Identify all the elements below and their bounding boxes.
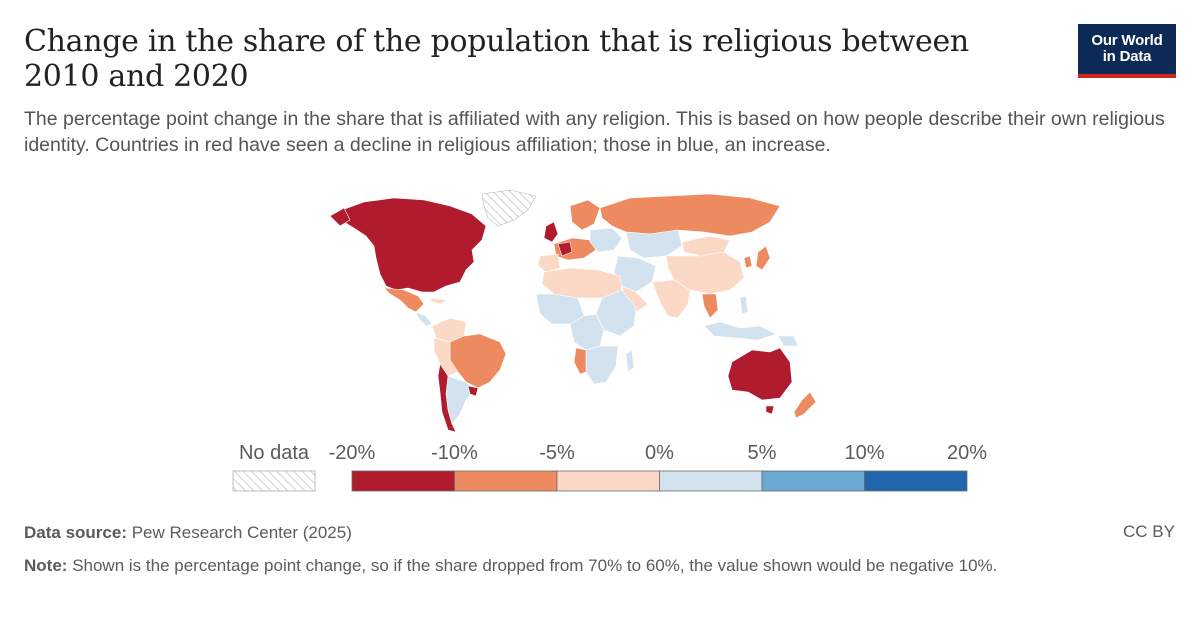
chart-subtitle: The percentage point change in the share… xyxy=(24,108,1165,156)
legend-tick-label: -10% xyxy=(431,442,478,464)
legend-bin[interactable] xyxy=(454,470,558,492)
region-france[interactable] xyxy=(557,241,573,257)
region-southern-africa[interactable] xyxy=(585,345,619,385)
legend-tick-label: 0% xyxy=(645,442,674,464)
region-new-zealand[interactable] xyxy=(793,391,817,419)
region-southeast-asia[interactable] xyxy=(701,293,719,319)
region-central-africa[interactable] xyxy=(569,313,605,351)
region-eastern-europe[interactable] xyxy=(589,227,623,253)
region-peru-bolivia[interactable] xyxy=(433,337,459,377)
region-iberia[interactable] xyxy=(537,253,561,273)
legend-bin[interactable] xyxy=(761,470,865,492)
data-source: Data source: Pew Research Center (2025) xyxy=(24,522,352,544)
chart-note: Note: Shown is the percentage point chan… xyxy=(24,555,1174,577)
region-madagascar[interactable] xyxy=(625,349,635,373)
region-mexico[interactable] xyxy=(383,287,425,313)
legend-bin[interactable] xyxy=(556,470,660,492)
legend-bin[interactable] xyxy=(864,470,968,492)
source-text[interactable]: Pew Research Center (2025) xyxy=(131,523,352,542)
region-namibia[interactable] xyxy=(573,347,587,375)
region-north-africa[interactable] xyxy=(541,267,623,299)
region-middle-east[interactable] xyxy=(613,255,657,293)
no-data-label: No data xyxy=(239,442,310,464)
region-philippines[interactable] xyxy=(739,295,749,315)
legend-tick-label: 10% xyxy=(844,442,884,464)
no-data-swatch[interactable] xyxy=(232,470,316,492)
legend-bin[interactable] xyxy=(351,470,455,492)
region-uruguay[interactable] xyxy=(467,385,479,397)
license[interactable]: CC BY xyxy=(1123,522,1175,541)
legend-tick-label: -5% xyxy=(539,442,575,464)
logo-line-1: Our World xyxy=(1091,32,1163,49)
region-south-asia[interactable] xyxy=(651,279,691,319)
region-korea[interactable] xyxy=(743,255,753,269)
logo-line-2: in Data xyxy=(1102,48,1152,65)
region-north-america[interactable] xyxy=(341,197,487,293)
region-central-america[interactable] xyxy=(415,311,433,327)
region-indonesia[interactable] xyxy=(703,321,777,341)
region-greenland[interactable] xyxy=(481,189,537,227)
chart-title: Change in the share of the population th… xyxy=(24,24,969,94)
region-russia[interactable] xyxy=(599,193,781,237)
region-alaska[interactable] xyxy=(329,207,351,227)
region-west-africa[interactable] xyxy=(535,293,585,325)
region-australia[interactable] xyxy=(727,347,793,401)
world-map xyxy=(329,189,817,433)
region-uk[interactable] xyxy=(543,221,559,243)
region-chile[interactable] xyxy=(437,363,457,433)
region-papua-new-guinea[interactable] xyxy=(777,335,799,347)
note-label: Note: xyxy=(24,556,68,575)
region-japan[interactable] xyxy=(755,245,771,271)
owid-logo[interactable]: Our World in Data xyxy=(1078,24,1176,78)
source-label: Data source: xyxy=(24,523,127,542)
region-kazakhstan[interactable] xyxy=(625,229,683,259)
legend-tick-label: 20% xyxy=(947,442,987,464)
region-china[interactable] xyxy=(665,251,745,295)
legend-tick-label: -20% xyxy=(329,442,376,464)
region-caribbean[interactable] xyxy=(429,297,447,305)
legend-tick-label: 5% xyxy=(748,442,777,464)
legend-bin[interactable] xyxy=(659,470,763,492)
region-scandinavia[interactable] xyxy=(569,199,601,231)
region-tasmania[interactable] xyxy=(765,405,775,415)
note-text: Shown is the percentage point change, so… xyxy=(72,556,998,575)
